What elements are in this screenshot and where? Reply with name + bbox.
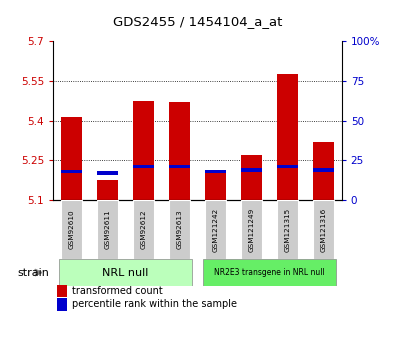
Text: GSM121315: GSM121315 — [285, 207, 291, 252]
Bar — [241, 168, 262, 172]
Text: GDS2455 / 1454104_a_at: GDS2455 / 1454104_a_at — [113, 16, 282, 29]
Text: NRL null: NRL null — [102, 268, 149, 277]
Bar — [313, 168, 335, 172]
Text: percentile rank within the sample: percentile rank within the sample — [72, 299, 237, 309]
Bar — [60, 170, 82, 173]
Text: GSM92611: GSM92611 — [104, 210, 110, 249]
Bar — [313, 200, 335, 259]
Bar — [205, 170, 226, 173]
Text: GSM92610: GSM92610 — [68, 210, 74, 249]
Bar — [277, 75, 299, 200]
Bar — [313, 142, 335, 200]
Text: transformed count: transformed count — [72, 286, 163, 296]
Bar — [205, 200, 226, 259]
Bar — [97, 180, 118, 200]
Bar — [60, 200, 82, 259]
Bar — [277, 200, 299, 259]
Bar — [97, 171, 118, 175]
Bar — [203, 259, 336, 286]
Text: GSM121242: GSM121242 — [213, 207, 218, 252]
Bar — [133, 165, 154, 168]
Text: GSM92612: GSM92612 — [141, 210, 147, 249]
Bar — [133, 200, 154, 259]
Bar — [277, 165, 299, 168]
Bar — [133, 101, 154, 200]
Bar — [169, 200, 190, 259]
Bar — [59, 259, 192, 286]
Bar — [205, 170, 226, 200]
Text: GSM121249: GSM121249 — [248, 207, 254, 252]
Bar — [169, 102, 190, 200]
Bar — [97, 200, 118, 259]
Bar — [241, 200, 262, 259]
Text: strain: strain — [17, 268, 49, 277]
Text: NR2E3 transgene in NRL null: NR2E3 transgene in NRL null — [214, 268, 325, 277]
Bar — [241, 155, 262, 200]
Text: GSM121316: GSM121316 — [321, 207, 327, 252]
Bar — [169, 165, 190, 168]
Text: GSM92613: GSM92613 — [177, 210, 182, 249]
Bar — [60, 117, 82, 200]
